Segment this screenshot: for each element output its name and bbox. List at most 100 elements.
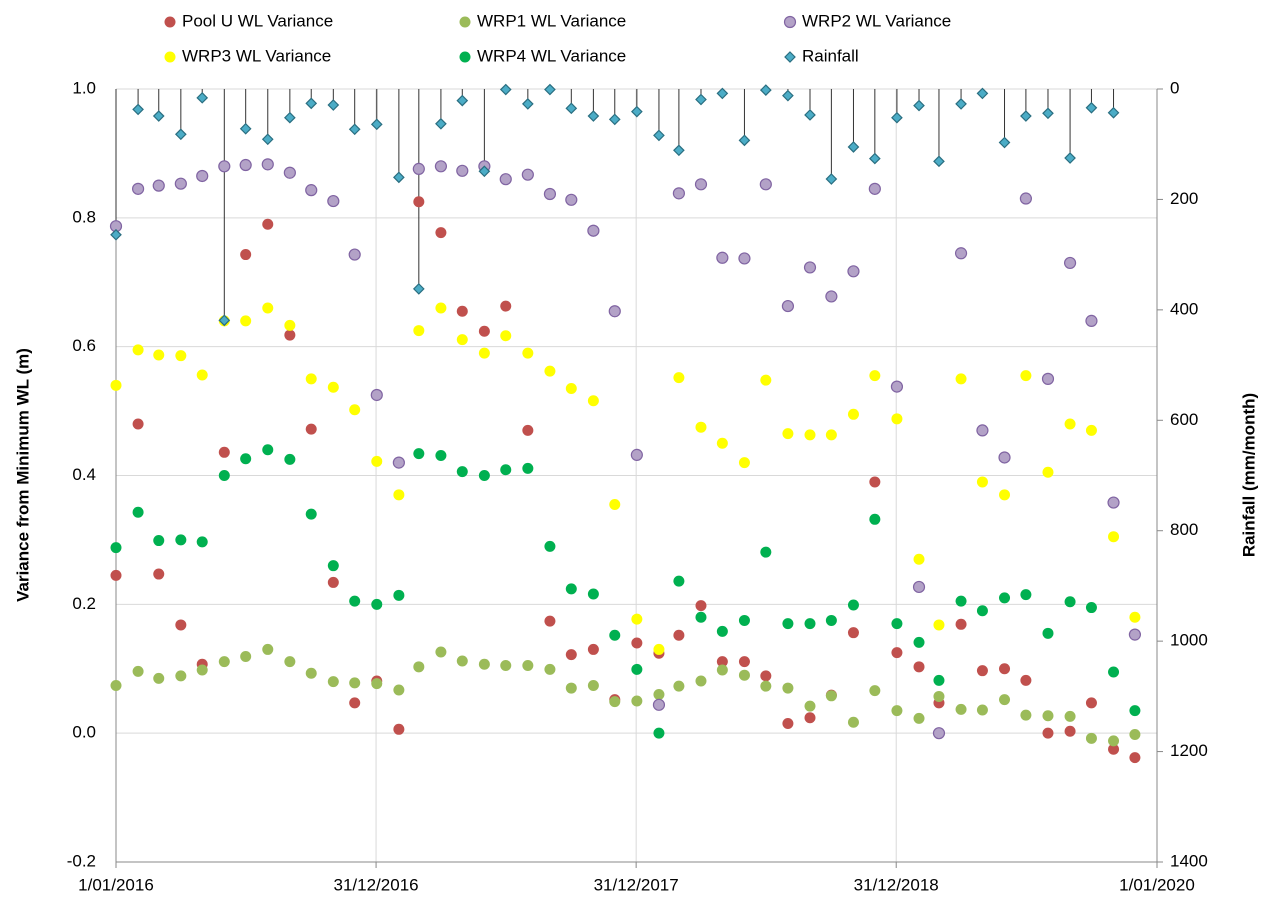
- point: [891, 413, 903, 425]
- point: [955, 373, 967, 385]
- point: [782, 718, 794, 730]
- point: [672, 187, 685, 200]
- point: [608, 305, 621, 318]
- rain-point: [933, 155, 945, 168]
- point: [738, 614, 750, 626]
- legend-marker: [784, 51, 796, 63]
- point: [196, 369, 208, 381]
- point: [933, 619, 945, 631]
- rain-point: [868, 152, 881, 165]
- point: [435, 646, 447, 658]
- point: [652, 698, 666, 711]
- point: [1064, 596, 1076, 608]
- point: [110, 542, 122, 554]
- point: [132, 506, 144, 518]
- rain-point: [738, 134, 751, 147]
- point: [413, 448, 425, 460]
- rain-point: [393, 171, 405, 184]
- point: [716, 251, 729, 264]
- x-tick-label: 1/01/2020: [1119, 875, 1195, 894]
- point: [673, 575, 685, 587]
- point: [955, 595, 967, 607]
- point: [522, 347, 534, 359]
- point: [393, 489, 405, 501]
- point: [478, 325, 490, 337]
- point: [998, 451, 1011, 464]
- point: [999, 592, 1011, 604]
- rain-point: [218, 314, 231, 327]
- point: [1108, 666, 1120, 678]
- point: [999, 489, 1011, 501]
- rain-point: [673, 144, 685, 157]
- rain-point: [1020, 110, 1032, 122]
- point: [412, 162, 425, 175]
- point: [153, 672, 165, 684]
- point: [716, 656, 728, 668]
- y2-tick-label: 1000: [1170, 631, 1208, 650]
- point: [999, 694, 1011, 706]
- point: [976, 605, 988, 617]
- point: [240, 315, 252, 327]
- point: [760, 374, 772, 386]
- point: [869, 370, 881, 382]
- point: [218, 160, 231, 173]
- point: [175, 670, 187, 682]
- point: [1042, 710, 1054, 722]
- point: [1085, 314, 1098, 327]
- rain-point: [1042, 107, 1054, 120]
- point: [804, 712, 816, 724]
- point: [456, 334, 468, 346]
- point: [371, 455, 383, 467]
- point: [305, 508, 317, 520]
- point: [847, 627, 859, 639]
- rain-point: [631, 105, 643, 118]
- rain-point: [305, 97, 318, 110]
- point: [891, 647, 903, 659]
- point: [240, 249, 252, 261]
- point: [284, 453, 296, 465]
- point: [1129, 611, 1141, 623]
- point: [305, 184, 318, 197]
- point: [370, 388, 383, 402]
- rain-point: [132, 103, 144, 116]
- point: [653, 727, 665, 739]
- point: [913, 712, 925, 724]
- point: [695, 421, 707, 433]
- point: [152, 179, 165, 192]
- x-tick-label: 31/12/2018: [854, 875, 939, 894]
- point: [544, 365, 556, 377]
- y-tick-label: 0.2: [72, 594, 96, 613]
- point: [1129, 705, 1141, 717]
- point: [500, 330, 512, 342]
- point: [913, 661, 925, 673]
- point: [631, 637, 643, 649]
- point: [110, 569, 122, 581]
- point: [132, 344, 144, 356]
- point: [803, 261, 817, 274]
- point: [284, 329, 296, 341]
- point: [716, 625, 728, 637]
- point: [1129, 752, 1141, 764]
- point: [673, 372, 685, 384]
- rain-point: [782, 89, 794, 102]
- x-tick-label: 31/12/2016: [334, 875, 419, 894]
- point: [371, 678, 383, 690]
- point: [609, 629, 621, 641]
- point: [976, 424, 989, 437]
- rain-point: [456, 94, 469, 107]
- point: [738, 669, 750, 681]
- y-tick-label: 0.6: [72, 336, 96, 355]
- rain-point: [174, 128, 187, 141]
- rain-point: [891, 111, 903, 124]
- rain-point: [196, 91, 209, 104]
- point: [1041, 372, 1055, 385]
- point: [500, 300, 512, 312]
- rain-point: [478, 165, 491, 178]
- point: [348, 248, 361, 261]
- rain-point: [998, 136, 1011, 149]
- point: [653, 643, 665, 655]
- y-tick-label: 0.0: [72, 723, 96, 742]
- point: [1108, 735, 1120, 747]
- rain-point: [327, 99, 340, 111]
